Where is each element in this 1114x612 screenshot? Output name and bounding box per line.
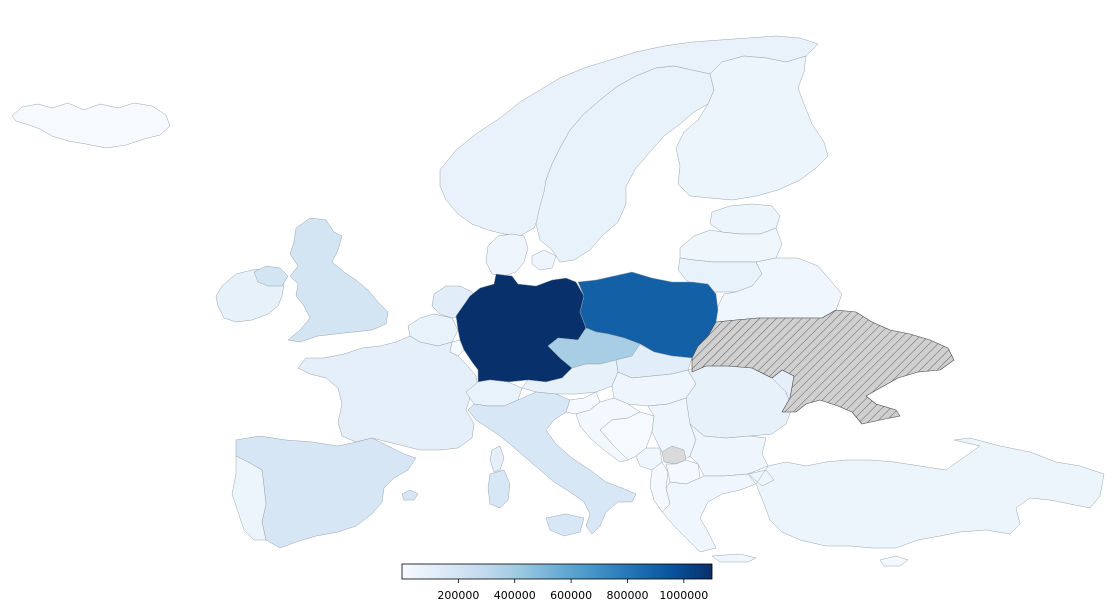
country-spain-balearic [401, 489, 419, 501]
colorbar-tick-label: 800000 [606, 589, 648, 602]
country-italy [467, 391, 637, 535]
country-france-corsica [489, 445, 505, 473]
country-germany [455, 273, 587, 383]
country-latvia [679, 227, 783, 263]
colorbar-tick-label: 1000000 [659, 589, 708, 602]
colorbar: 200000 400000 600000 800000 1000000 [401, 563, 713, 602]
country-italy-sicily [545, 513, 585, 537]
colorbar-tick-label: 600000 [550, 589, 592, 602]
country-iceland [11, 102, 171, 149]
country-ukraine [691, 309, 955, 425]
colorbar-ticks: 200000 400000 600000 800000 1000000 [437, 579, 708, 602]
colorbar-frame [401, 563, 713, 580]
country-finland [675, 55, 829, 201]
country-estonia [709, 203, 781, 235]
country-turkey [747, 437, 1105, 549]
country-cyprus [879, 555, 909, 567]
country-united-kingdom [253, 217, 389, 343]
colorbar-tick-label: 200000 [437, 589, 479, 602]
country-france [297, 335, 479, 451]
country-greece [661, 473, 757, 563]
countries-layer [11, 35, 1105, 567]
country-denmark [485, 233, 557, 277]
country-sweden [535, 65, 715, 263]
country-portugal [231, 455, 267, 541]
country-italy-sardinia [487, 469, 511, 509]
colorbar-gradient [402, 564, 712, 579]
colorbar-tick-label: 400000 [494, 589, 536, 602]
